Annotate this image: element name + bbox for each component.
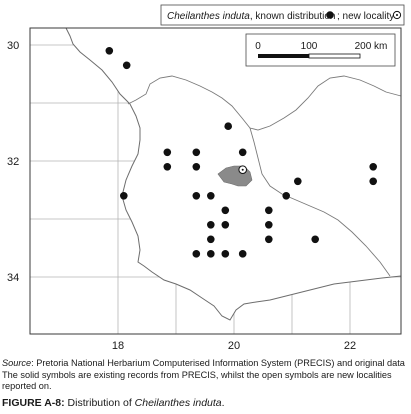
- caption-source: Source: Pretoria National Herbarium Comp…: [2, 358, 408, 370]
- legend-known-symbol: [326, 11, 334, 19]
- known-locality-marker: [192, 148, 201, 157]
- figure-species: Cheilanthes induta: [134, 397, 222, 409]
- legend-new-symbol: [392, 10, 402, 20]
- known-locality-marker: [207, 221, 215, 229]
- distribution-map: 18 20 22 30 32 34 Cheilanthes induta, kn…: [7, 4, 405, 352]
- known-locality-marker: [221, 250, 230, 258]
- y-tick-label: 32: [7, 156, 19, 168]
- caption-note: The solid symbols are existing records f…: [2, 369, 392, 392]
- y-tick-label: 30: [7, 40, 19, 52]
- x-tick-label: 22: [344, 340, 356, 352]
- figure-caption: Source: Pretoria National Herbarium Comp…: [2, 358, 408, 393]
- known-locality-marker: [238, 250, 247, 258]
- legend-box: [160, 4, 405, 26]
- known-locality-marker: [265, 221, 273, 229]
- figure-title-prefix: Distribution of: [64, 397, 135, 409]
- new-locality-marker: [238, 165, 247, 174]
- scale-bar-open: [308, 53, 361, 59]
- figure-title-suffix: .: [221, 397, 225, 409]
- scale-label-0: 0: [255, 41, 261, 52]
- known-locality-marker: [238, 148, 247, 157]
- known-locality-marker: [122, 61, 131, 70]
- y-tick-label: 34: [7, 272, 19, 284]
- known-locality-marker: [120, 192, 128, 200]
- known-locality-marker: [192, 192, 201, 200]
- known-locality-marker: [369, 163, 378, 171]
- legend-text: Cheilanthes induta, known distribution: [167, 11, 335, 22]
- legend-species: Cheilanthes induta: [167, 11, 250, 22]
- known-locality-marker: [163, 163, 172, 171]
- legend-known-label: , known distribution: [250, 11, 336, 22]
- y-axis-ticks: 30 32 34: [7, 40, 19, 284]
- known-locality-marker: [163, 148, 172, 157]
- known-locality-marker: [192, 250, 201, 258]
- legend-new-label: ; new locality: [337, 11, 394, 22]
- known-locality-marker: [265, 235, 273, 244]
- map-frame: [29, 27, 402, 335]
- x-axis-ticks: 18 20 22: [112, 340, 356, 352]
- known-locality-marker: [192, 163, 201, 171]
- known-locality-marker: [311, 235, 320, 244]
- figure-label: FIGURE A-8:: [2, 397, 65, 409]
- x-tick-label: 20: [228, 340, 240, 352]
- known-locality-marker: [265, 206, 273, 215]
- x-tick-label: 18: [112, 340, 124, 352]
- known-locality-marker: [224, 122, 232, 130]
- scale-label-100: 100: [301, 41, 318, 52]
- known-locality-marker: [207, 235, 215, 244]
- known-locality-marker: [207, 192, 215, 200]
- source-label: Source: [2, 358, 32, 368]
- province-boundary-east: [249, 127, 391, 277]
- known-locality-marker: [207, 250, 215, 258]
- known-locality-marker: [105, 47, 114, 55]
- scale-bar-solid: [258, 54, 309, 58]
- known-locality-marker: [369, 177, 378, 186]
- scale-label-200: 200 km: [355, 41, 388, 52]
- scale-bar-box: [245, 33, 396, 67]
- legend: Cheilanthes induta, known distribution ;…: [160, 4, 405, 26]
- known-locality-marker: [294, 177, 302, 186]
- source-text: : Pretoria National Herbarium Computeris…: [31, 358, 405, 368]
- scale-bar: 0 100 200 km: [245, 33, 396, 67]
- locality-markers: [105, 47, 378, 258]
- known-locality-marker: [221, 206, 230, 215]
- known-locality-marker: [221, 221, 230, 229]
- figure-title: FIGURE A-8: Distribution of Cheilanthes …: [2, 397, 408, 409]
- known-locality-marker: [282, 192, 291, 200]
